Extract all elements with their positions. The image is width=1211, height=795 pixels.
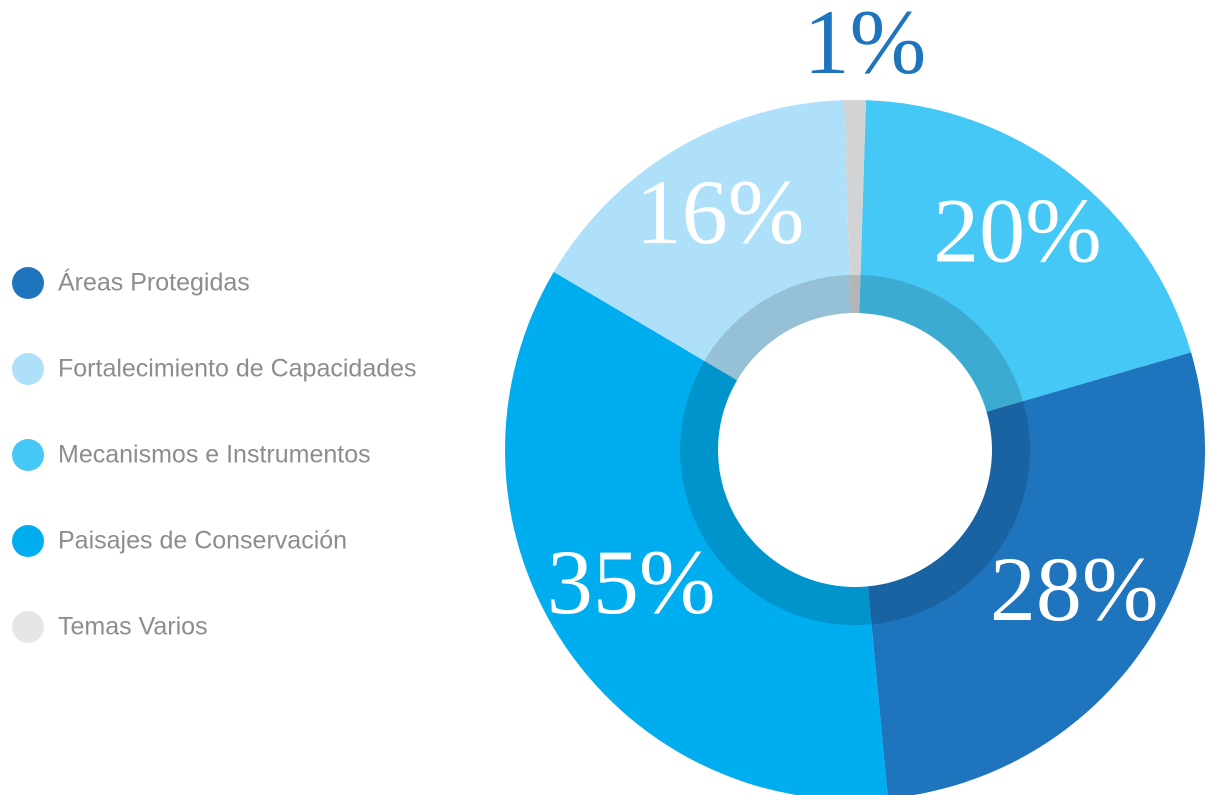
slice (505, 271, 888, 795)
legend-label: Paisajes de Conservación (58, 527, 347, 555)
slice-label: 20% (933, 180, 1102, 282)
legend-label: Fortalecimiento de Capacidades (58, 355, 417, 383)
slice-label: 16% (636, 161, 805, 263)
slice (859, 100, 1192, 412)
legend-swatch (12, 353, 44, 385)
slice-label: 1% (804, 0, 927, 93)
slice (844, 100, 866, 314)
slice-label: 28% (990, 538, 1159, 640)
slice (553, 100, 851, 381)
inner-band (680, 274, 1031, 626)
legend-swatch (12, 439, 44, 471)
legend-swatch (12, 267, 44, 299)
legend-swatch (12, 525, 44, 557)
slice-label: 35% (547, 531, 716, 633)
slice (867, 352, 1205, 795)
legend-label: Temas Varios (58, 613, 208, 641)
legend-label: Áreas Protegidas (58, 268, 250, 297)
legend-label: Mecanismos e Instrumentos (58, 441, 371, 469)
legend-swatch (12, 611, 44, 643)
